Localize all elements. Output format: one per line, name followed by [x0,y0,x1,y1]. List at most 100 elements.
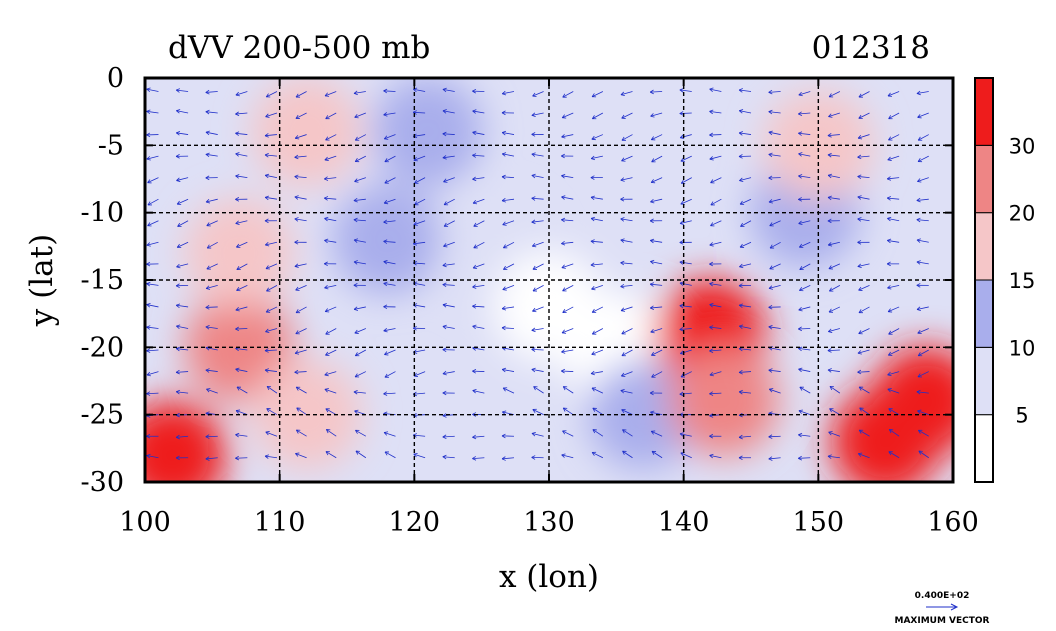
wind-vector [235,220,248,225]
wind-vector [324,91,337,97]
wind-vector [799,285,811,292]
wind-vector [235,131,248,136]
wind-vector [709,325,722,330]
wind-vector [768,325,781,330]
wind-vector [206,263,218,270]
wind-vector [887,238,900,244]
wind-vector [383,304,396,310]
wind-vector [355,429,367,437]
wind-vector [501,90,515,96]
wind-vector [265,112,278,118]
wind-vector [324,306,337,313]
wind-vector [828,306,841,313]
wind-vector [916,197,929,203]
wind-vector [501,198,515,203]
wind-vector [859,407,870,415]
wind-vector [916,306,929,311]
wind-vector [917,134,929,141]
wind-vector [590,216,603,222]
wind-vector [472,388,485,394]
colorbar-swatch [974,77,994,146]
wind-vector [798,326,811,332]
x-tick-label: 150 [793,507,845,538]
wind-vector [146,241,159,247]
wind-vector [887,306,900,313]
wind-vector [799,263,811,270]
wind-vector [473,241,485,249]
wind-vector [501,130,515,136]
wind-vector [858,91,870,98]
wind-vector [294,195,307,200]
wind-vector [679,391,692,397]
wind-vector [354,155,367,163]
wind-vector [265,91,278,98]
wind-vector [917,112,929,119]
wind-vector [739,263,752,269]
wind-vector [443,198,455,206]
wind-vector [324,196,337,201]
wind-vector [827,173,840,179]
wind-vector [235,197,248,202]
wind-vector [858,429,870,437]
wind-vector [738,434,752,440]
wind-vector [710,220,722,227]
wind-vector [828,431,841,437]
wind-vector [442,370,455,376]
wind-vector [235,367,248,373]
wind-vector [768,304,781,310]
field-sample-4 [332,184,443,295]
colorbar-swatch [974,212,994,281]
wind-vector [561,263,574,269]
wind-vector [649,390,663,396]
wind-vector [827,454,840,459]
wind-vector [858,112,870,119]
wind-vector [679,240,692,245]
wind-vector [562,407,574,416]
wind-vector [620,217,633,222]
wind-vector [590,370,603,376]
wind-vector [235,455,248,461]
wind-vector [888,112,900,120]
wind-vector [296,407,307,415]
wind-vector [355,450,367,459]
wind-vector [918,429,929,437]
y-tick-label: 0 [107,63,124,94]
wind-vector [798,346,811,352]
wind-vector [738,154,752,159]
wind-vector [501,433,514,439]
wind-vector [294,349,307,355]
wind-vector [561,173,574,179]
wind-vector [205,198,218,204]
wind-vector [146,371,159,377]
wind-vector [827,348,840,353]
wind-vector [325,349,337,356]
wind-vector [353,306,366,311]
wind-vector [175,369,189,375]
wind-vector [857,369,870,375]
x-tick-label: 110 [254,507,306,538]
wind-vector [384,371,396,378]
wind-vector [354,328,367,334]
wind-vector [146,348,159,353]
wind-vector [205,89,218,95]
wind-vector [531,327,544,333]
wind-vector [798,241,811,248]
wind-vector [205,285,218,290]
wind-vector [146,302,159,308]
wind-vector [177,220,189,227]
wind-vector [827,368,840,373]
wind-vector [205,368,218,373]
wind-vector [531,347,544,352]
wind-vector [650,177,663,184]
wind-vector [620,260,633,266]
wind-vector [561,153,574,159]
y-tick-label: -30 [81,467,124,498]
wind-vector [561,134,574,139]
wind-vector [621,155,633,162]
wind-vector [175,389,189,395]
wind-vector [354,371,367,378]
wind-vector [531,455,544,460]
y-tick-label: -25 [81,400,124,431]
wind-vector [354,112,366,119]
wind-vector [709,109,722,115]
